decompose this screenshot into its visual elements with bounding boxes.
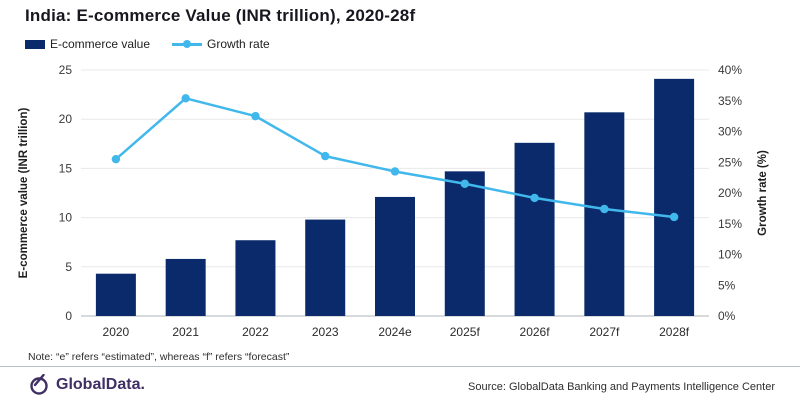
globaldata-logo: GlobalData. xyxy=(28,374,145,396)
right-tick-label: 25% xyxy=(718,155,742,169)
bar-2022 xyxy=(235,240,276,316)
x-axis-labels: 2020 2021 2022 2023 2024e 2025f 2026f 2027f 2028… xyxy=(103,325,690,339)
right-axis-ticks: 0% 5% 10% 15% 20% 25% 30% 35% 40% xyxy=(718,63,742,323)
legend-item-ecommerce-value: E-commerce value xyxy=(25,37,150,51)
point-2028f xyxy=(669,212,679,222)
point-2020 xyxy=(111,154,121,164)
x-label-2026f: 2026f xyxy=(520,325,551,339)
x-label-2023: 2023 xyxy=(312,325,339,339)
point-2021 xyxy=(181,94,190,103)
bar-2020 xyxy=(95,273,136,316)
x-label-2028f: 2028f xyxy=(659,325,690,339)
right-axis-title: Growth rate (%) xyxy=(757,150,769,236)
globaldata-logo-icon xyxy=(30,374,48,395)
bar-series xyxy=(95,78,695,316)
x-label-2021: 2021 xyxy=(172,325,199,339)
legend-item-growth-rate: Growth rate xyxy=(172,37,270,51)
growth-rate-line xyxy=(111,94,679,222)
right-tick-label: 0% xyxy=(718,309,736,323)
chart-legend: E-commerce value Growth rate xyxy=(25,37,270,51)
right-tick-label: 20% xyxy=(718,186,742,200)
point-2022 xyxy=(251,111,260,121)
source-text: Source: GlobalData Banking and Payments … xyxy=(468,381,775,393)
left-tick-label: 25 xyxy=(59,63,73,77)
bar-2024e xyxy=(375,196,415,316)
bar-2027f xyxy=(584,112,625,316)
left-tick-label: 20 xyxy=(59,112,73,126)
x-label-2024e: 2024e xyxy=(378,325,412,339)
legend-label: E-commerce value xyxy=(50,37,151,51)
point-2026f xyxy=(530,193,539,203)
footnote: Note: “e” refers “estimated”, whereas “f… xyxy=(28,351,290,363)
right-tick-label: 40% xyxy=(718,63,742,77)
legend-label: Growth rate xyxy=(207,37,270,51)
right-tick-label: 30% xyxy=(718,125,742,139)
x-label-2020: 2020 xyxy=(103,325,130,339)
left-axis-ticks: 0 5 10 15 20 25 xyxy=(59,63,73,323)
point-2025f xyxy=(460,179,469,188)
point-2024e xyxy=(390,167,400,176)
point-2023 xyxy=(321,151,330,161)
bar-2025f xyxy=(444,171,485,316)
left-tick-label: 5 xyxy=(65,260,72,274)
point-2027f xyxy=(600,204,609,214)
right-tick-label: 5% xyxy=(718,278,736,292)
right-tick-label: 15% xyxy=(718,217,742,231)
x-label-2022: 2022 xyxy=(242,325,269,339)
line-swatch-icon xyxy=(172,40,203,49)
left-tick-label: 10 xyxy=(59,211,73,225)
left-tick-label: 15 xyxy=(59,161,73,175)
x-label-2027f: 2027f xyxy=(589,325,620,339)
bar-swatch-icon xyxy=(25,39,45,49)
bar-2023 xyxy=(305,219,346,316)
right-tick-label: 10% xyxy=(718,248,742,262)
bar-2026f xyxy=(514,142,555,316)
globaldata-logo-text: GlobalData. xyxy=(56,376,145,393)
bar-2028f xyxy=(654,78,695,316)
left-tick-label: 0 xyxy=(65,309,72,323)
left-axis-title: E-commerce value (INR trillion) xyxy=(18,108,30,279)
page-title: India: E-commerce Value (INR trillion), … xyxy=(25,6,416,25)
footer-divider xyxy=(0,366,800,367)
right-tick-label: 35% xyxy=(718,94,742,108)
x-label-2025f: 2025f xyxy=(450,325,481,339)
bar-2021 xyxy=(165,258,206,316)
